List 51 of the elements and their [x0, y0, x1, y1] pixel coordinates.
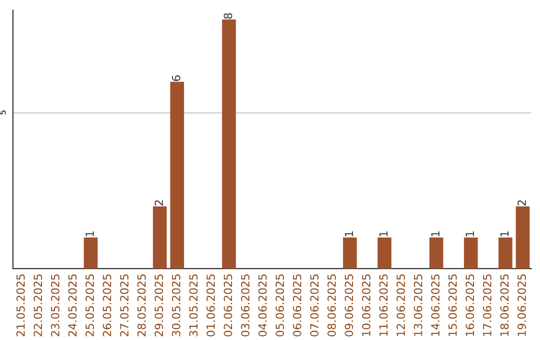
x-tick-label: 04.06.2025	[258, 274, 267, 336]
bar	[84, 237, 98, 269]
x-tick-label: 23.05.2025	[50, 274, 60, 336]
data-label: 8	[224, 13, 232, 19]
x-tick-label: 21.05.2025	[16, 274, 25, 336]
bar	[222, 20, 236, 269]
data-label: 1	[86, 231, 94, 236]
x-tick-label: 17.06.2025	[482, 274, 492, 336]
bar	[498, 237, 512, 269]
x-tick-label: 03.06.2025	[241, 274, 250, 336]
x-tick-label: 18.06.2025	[500, 274, 509, 336]
bar	[378, 237, 392, 269]
bar	[429, 237, 444, 269]
data-label: 1	[379, 231, 388, 236]
data-label: 6	[172, 75, 180, 82]
data-label: 1	[466, 231, 474, 236]
data-label: 1	[500, 231, 509, 236]
x-tick-label: 27.05.2025	[120, 274, 129, 336]
x-tick-label: 19.06.2025	[518, 274, 526, 336]
x-tick-label: 31.05.2025	[189, 274, 198, 336]
x-tick-label: 15.06.2025	[448, 274, 457, 336]
x-tick-label: 12.06.2025	[396, 274, 405, 336]
x-tick-label: 05.06.2025	[276, 274, 284, 336]
x-tick-label: 08.06.2025	[327, 274, 336, 336]
data-label: 1	[431, 231, 440, 236]
bar	[152, 206, 167, 269]
bar	[170, 82, 184, 269]
x-tick-label: 13.06.2025	[414, 274, 422, 336]
x-tick-label: 28.05.2025	[137, 274, 146, 336]
data-label: 2	[518, 200, 526, 206]
x-tick-label: 25.05.2025	[86, 274, 94, 336]
bar	[516, 206, 530, 269]
data-label: 2	[154, 200, 163, 206]
x-tick-label: 14.06.2025	[431, 274, 440, 336]
x-tick-label: 22.05.2025	[34, 274, 42, 336]
x-tick-label: 07.06.2025	[310, 274, 319, 336]
y-tick-label: 5	[0, 110, 6, 114]
x-tick-label: 11.06.2025	[379, 274, 388, 336]
x-tick-label: 29.05.2025	[154, 274, 164, 336]
x-tick-label: 10.06.2025	[362, 274, 370, 336]
x-tick-label: 02.06.2025	[224, 274, 232, 336]
x-tick-label: 26.05.2025	[102, 274, 112, 336]
x-tick-label: 16.06.2025	[466, 274, 474, 336]
x-tick-label: 06.06.2025	[292, 274, 302, 336]
x-tick-label: 30.05.2025	[172, 274, 180, 336]
x-tick-label: 01.06.2025	[206, 274, 215, 336]
bar	[343, 237, 357, 269]
x-tick-label: 09.06.2025	[344, 274, 354, 336]
bar	[464, 237, 478, 269]
data-label: 1	[344, 231, 353, 236]
x-tick-label: 24.05.2025	[68, 274, 77, 336]
